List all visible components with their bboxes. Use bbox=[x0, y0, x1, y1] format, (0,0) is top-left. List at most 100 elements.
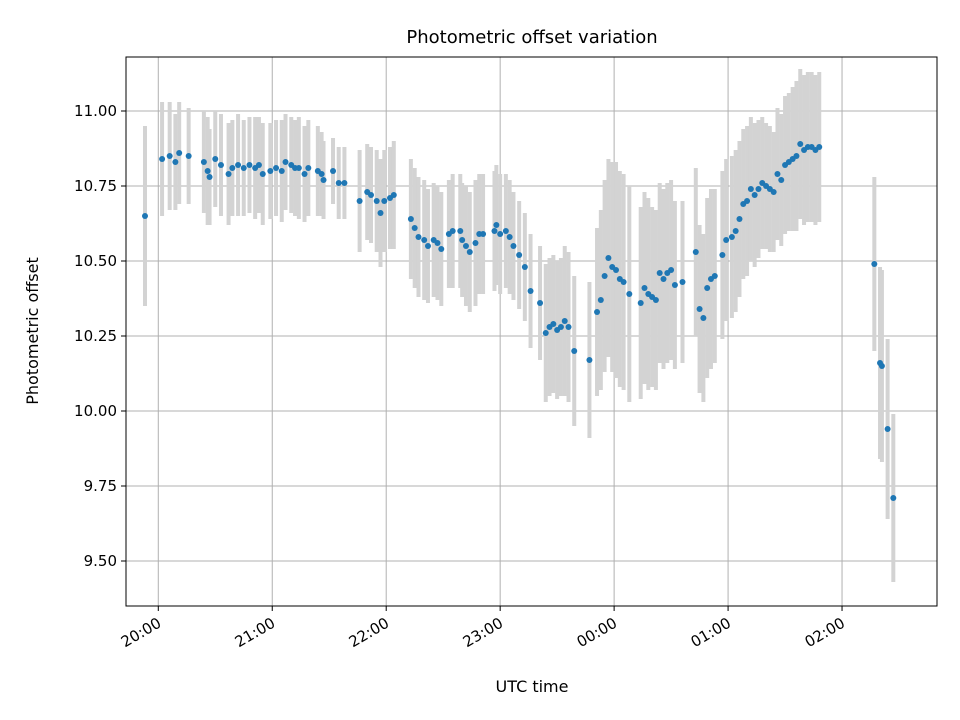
data-point bbox=[550, 321, 557, 327]
data-point bbox=[255, 162, 262, 168]
data-point bbox=[273, 165, 280, 171]
data-point bbox=[586, 357, 593, 363]
y-tick-label: 10.50 bbox=[74, 252, 117, 270]
data-point bbox=[235, 162, 242, 168]
data-point bbox=[377, 210, 384, 216]
data-point bbox=[335, 180, 342, 186]
data-point bbox=[704, 285, 711, 291]
data-point bbox=[225, 171, 232, 177]
data-point bbox=[457, 228, 464, 234]
data-point bbox=[597, 297, 604, 303]
data-point bbox=[301, 171, 308, 177]
data-point bbox=[320, 177, 327, 183]
data-point bbox=[797, 141, 804, 147]
data-point bbox=[217, 162, 224, 168]
data-point bbox=[816, 144, 823, 150]
data-point bbox=[356, 198, 363, 204]
y-tick-label: 9.75 bbox=[84, 477, 117, 495]
x-axis-label: UTC time bbox=[496, 677, 569, 696]
data-point bbox=[295, 165, 302, 171]
data-point bbox=[510, 243, 517, 249]
data-point bbox=[185, 153, 192, 159]
data-point bbox=[747, 186, 754, 192]
data-point bbox=[305, 165, 312, 171]
data-point bbox=[692, 249, 699, 255]
data-point bbox=[521, 264, 528, 270]
y-tick-label: 10.75 bbox=[74, 177, 117, 195]
data-point bbox=[438, 246, 445, 252]
data-point bbox=[565, 324, 572, 330]
data-point bbox=[537, 300, 544, 306]
data-point bbox=[141, 213, 148, 219]
data-point bbox=[411, 225, 418, 231]
data-point bbox=[778, 177, 785, 183]
data-point bbox=[736, 216, 743, 222]
data-point bbox=[890, 495, 897, 501]
y-tick-label: 10.25 bbox=[74, 327, 117, 345]
data-point bbox=[871, 261, 878, 267]
data-point bbox=[557, 324, 564, 330]
data-point bbox=[200, 159, 207, 165]
data-point bbox=[774, 171, 781, 177]
data-point bbox=[594, 309, 601, 315]
data-point bbox=[732, 228, 739, 234]
data-point bbox=[229, 165, 236, 171]
data-point bbox=[206, 174, 213, 180]
data-point bbox=[341, 180, 348, 186]
chart-title: Photometric offset variation bbox=[406, 27, 657, 48]
data-point bbox=[390, 192, 397, 198]
data-point bbox=[480, 231, 487, 237]
data-point bbox=[656, 270, 663, 276]
data-point bbox=[368, 192, 375, 198]
data-point bbox=[637, 300, 644, 306]
data-point bbox=[204, 168, 211, 174]
data-point bbox=[373, 198, 380, 204]
data-point bbox=[240, 165, 247, 171]
data-points bbox=[141, 141, 897, 501]
data-point bbox=[700, 315, 707, 321]
y-tick-label: 10.00 bbox=[74, 402, 117, 420]
data-point bbox=[770, 189, 777, 195]
data-point bbox=[278, 168, 285, 174]
data-point bbox=[571, 348, 578, 354]
data-point bbox=[728, 234, 735, 240]
data-point bbox=[668, 267, 675, 273]
data-point bbox=[381, 198, 388, 204]
data-point bbox=[626, 291, 633, 297]
data-point bbox=[267, 168, 274, 174]
data-point bbox=[542, 330, 549, 336]
data-point bbox=[491, 228, 498, 234]
plot-area-frame bbox=[125, 56, 938, 607]
data-point bbox=[878, 363, 885, 369]
data-point bbox=[744, 198, 751, 204]
data-point bbox=[318, 171, 325, 177]
data-point bbox=[424, 243, 431, 249]
data-point bbox=[502, 228, 509, 234]
data-point bbox=[884, 426, 891, 432]
data-point bbox=[407, 216, 414, 222]
data-point bbox=[506, 234, 513, 240]
data-point bbox=[660, 276, 667, 282]
data-point bbox=[282, 159, 289, 165]
data-point bbox=[472, 240, 479, 246]
data-point bbox=[755, 186, 762, 192]
y-axis-label: Photometric offset bbox=[23, 257, 42, 405]
data-point bbox=[434, 240, 441, 246]
data-point bbox=[751, 192, 758, 198]
data-point bbox=[671, 282, 678, 288]
data-point bbox=[462, 243, 469, 249]
data-point bbox=[466, 249, 473, 255]
data-point bbox=[601, 273, 608, 279]
data-point bbox=[159, 156, 166, 162]
data-point bbox=[516, 252, 523, 258]
data-point bbox=[793, 153, 800, 159]
data-point bbox=[527, 288, 534, 294]
data-point bbox=[176, 150, 183, 156]
data-point bbox=[719, 252, 726, 258]
data-point bbox=[561, 318, 568, 324]
data-point bbox=[259, 171, 266, 177]
data-point bbox=[330, 168, 337, 174]
y-tick-label: 11.00 bbox=[74, 102, 117, 120]
data-point bbox=[449, 228, 456, 234]
